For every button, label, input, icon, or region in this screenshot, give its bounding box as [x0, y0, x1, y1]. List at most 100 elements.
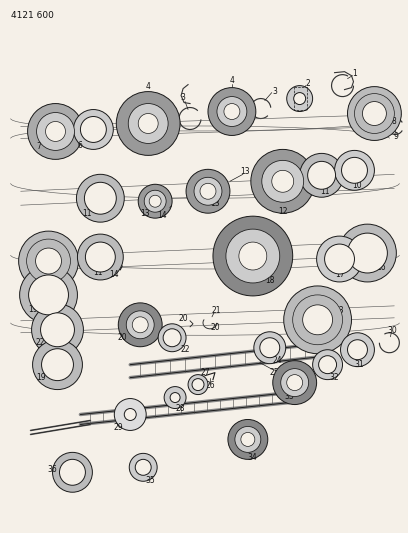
Circle shape: [186, 169, 230, 213]
Circle shape: [170, 393, 180, 402]
Circle shape: [287, 86, 313, 111]
Text: 14: 14: [109, 270, 119, 279]
Circle shape: [46, 122, 65, 141]
Circle shape: [325, 244, 355, 274]
Text: 20: 20: [178, 314, 188, 324]
Text: 14: 14: [157, 211, 167, 220]
Circle shape: [235, 426, 261, 453]
Text: 4: 4: [229, 76, 234, 85]
Circle shape: [284, 286, 352, 354]
Circle shape: [118, 303, 162, 347]
Circle shape: [85, 242, 115, 272]
Circle shape: [281, 369, 308, 397]
Circle shape: [164, 386, 186, 408]
Circle shape: [293, 295, 343, 345]
Circle shape: [135, 459, 151, 475]
Text: 27: 27: [200, 368, 210, 377]
Text: 18: 18: [265, 277, 275, 286]
Circle shape: [239, 242, 267, 270]
Text: 25: 25: [270, 368, 279, 377]
Text: 20: 20: [210, 324, 220, 332]
Circle shape: [138, 114, 158, 133]
Circle shape: [339, 224, 396, 282]
Circle shape: [335, 150, 375, 190]
Text: 23: 23: [335, 306, 344, 316]
Text: 12: 12: [278, 207, 288, 216]
Text: 22: 22: [36, 338, 45, 347]
Text: 13: 13: [240, 167, 250, 176]
Text: 26: 26: [205, 381, 215, 390]
Text: 20: 20: [118, 333, 127, 342]
Circle shape: [262, 160, 304, 202]
Circle shape: [241, 432, 255, 446]
Circle shape: [226, 229, 280, 283]
Text: 3: 3: [181, 93, 186, 102]
Circle shape: [217, 96, 247, 126]
Text: 28: 28: [175, 404, 185, 413]
Circle shape: [294, 93, 306, 104]
Circle shape: [163, 329, 181, 347]
Circle shape: [37, 112, 74, 150]
Text: 7: 7: [36, 142, 41, 151]
Text: 31: 31: [355, 360, 364, 369]
Circle shape: [317, 236, 362, 282]
Circle shape: [313, 350, 343, 379]
Text: 35: 35: [145, 476, 155, 485]
Circle shape: [33, 340, 82, 390]
Circle shape: [144, 190, 166, 212]
Circle shape: [124, 408, 136, 421]
Text: 13: 13: [140, 209, 150, 217]
Circle shape: [287, 375, 303, 391]
Circle shape: [319, 356, 337, 374]
Circle shape: [208, 87, 256, 135]
Circle shape: [260, 338, 280, 358]
Circle shape: [53, 453, 92, 492]
Text: 11: 11: [93, 269, 103, 278]
Circle shape: [149, 195, 161, 207]
Text: 19: 19: [36, 373, 45, 382]
Circle shape: [116, 92, 180, 156]
Circle shape: [73, 110, 113, 149]
Circle shape: [29, 275, 69, 315]
Circle shape: [228, 419, 268, 459]
Text: 33: 33: [285, 392, 295, 401]
Circle shape: [251, 149, 315, 213]
Circle shape: [355, 94, 395, 133]
Circle shape: [348, 87, 401, 140]
Text: 1: 1: [352, 69, 357, 78]
Circle shape: [254, 332, 286, 364]
Circle shape: [224, 103, 240, 119]
Circle shape: [126, 311, 154, 339]
Circle shape: [128, 103, 168, 143]
Text: 11: 11: [83, 209, 92, 217]
Text: 11: 11: [320, 187, 329, 196]
Circle shape: [28, 103, 83, 159]
Circle shape: [303, 305, 333, 335]
Circle shape: [348, 233, 387, 273]
Text: 34: 34: [247, 453, 257, 462]
Circle shape: [27, 239, 71, 283]
Circle shape: [84, 182, 116, 214]
Text: 10: 10: [353, 181, 362, 190]
Text: 19: 19: [28, 305, 38, 314]
Circle shape: [78, 234, 123, 280]
Circle shape: [80, 117, 106, 142]
Circle shape: [158, 324, 186, 352]
Text: 6: 6: [78, 141, 83, 150]
Text: 9: 9: [394, 132, 399, 141]
Circle shape: [194, 177, 222, 205]
Text: 4121 600: 4121 600: [11, 11, 53, 20]
Circle shape: [42, 349, 73, 381]
Text: 30: 30: [388, 326, 397, 335]
Text: 21: 21: [211, 306, 221, 316]
Circle shape: [20, 266, 78, 324]
Text: 3: 3: [272, 87, 277, 96]
Circle shape: [76, 174, 124, 222]
Circle shape: [341, 333, 375, 367]
Circle shape: [192, 378, 204, 391]
Circle shape: [31, 304, 83, 356]
Circle shape: [200, 183, 216, 199]
Circle shape: [341, 157, 368, 183]
Circle shape: [213, 216, 293, 296]
Circle shape: [40, 313, 74, 347]
